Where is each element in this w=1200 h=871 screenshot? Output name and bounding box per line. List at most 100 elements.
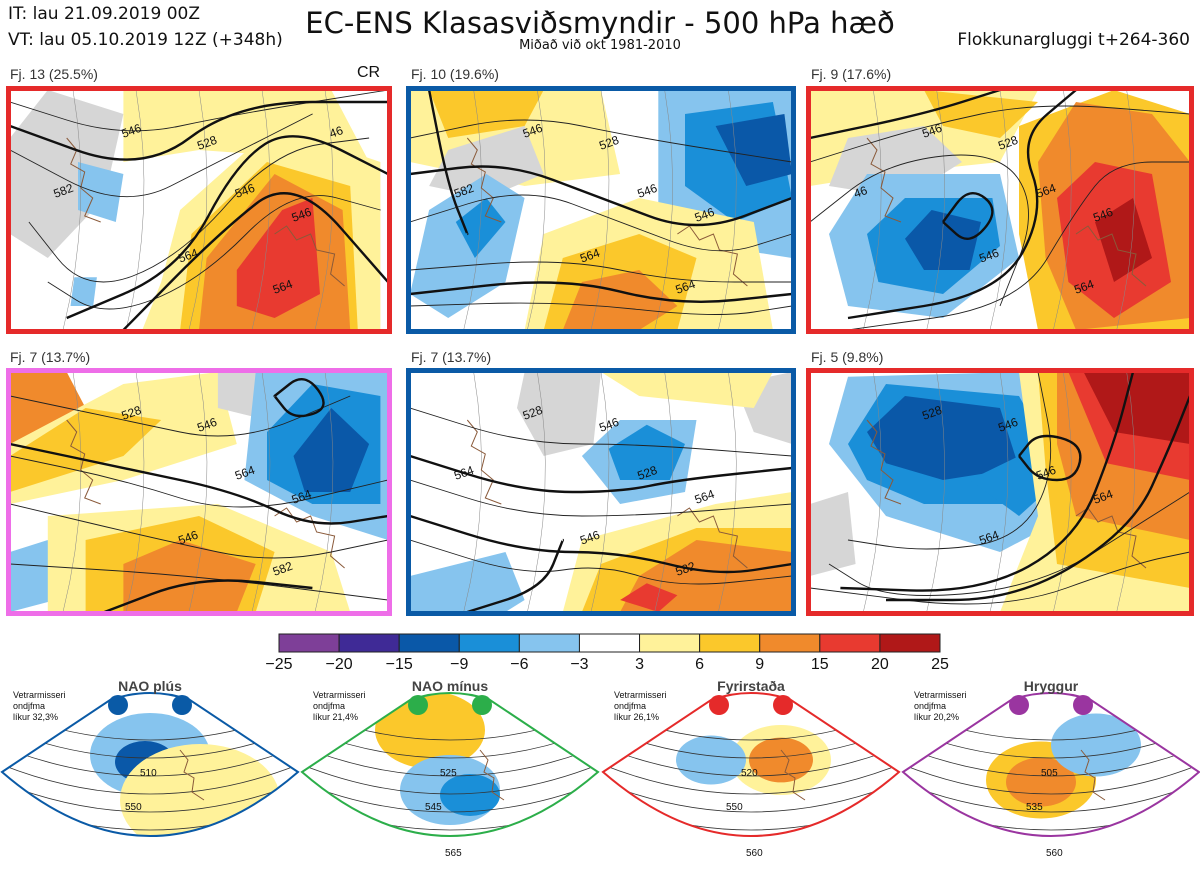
colorbar-tick-label: 3 — [635, 656, 644, 673]
contour-label: 564 — [1091, 487, 1115, 507]
height-contour-bold — [273, 378, 325, 418]
regime-probability-text: Vetrarmisseri — [313, 690, 366, 700]
graticule-line — [188, 90, 208, 330]
graticule-line — [863, 90, 882, 330]
regime-anomaly — [1051, 713, 1141, 777]
colorbar-tick-label: 15 — [811, 656, 829, 673]
regime-map-4: 505 535 560 Hryggur Vetrarmisseriondjfmalíku… — [901, 678, 1200, 859]
height-contour — [410, 539, 792, 585]
anomaly-area — [10, 540, 56, 612]
regime-contour — [2, 763, 298, 795]
height-contour-bold — [410, 165, 792, 227]
regime-probability-text: Vetrarmisseri — [13, 690, 66, 700]
anomaly-area — [867, 396, 1019, 480]
regime-contour-label: 535 — [1026, 802, 1043, 813]
height-contour — [828, 491, 1190, 596]
panel-border-1 — [6, 86, 392, 334]
contour-label: 564 — [1072, 277, 1096, 297]
regime-contour-label: 565 — [445, 848, 462, 859]
coastline — [66, 419, 101, 505]
regime-contour — [603, 781, 899, 813]
colorbar-segment — [578, 633, 641, 653]
graticule-line — [654, 372, 673, 612]
anomaly-area — [410, 552, 525, 612]
colorbar-tick-label: 6 — [695, 656, 704, 673]
contour-label: 564 — [290, 487, 314, 507]
anomaly-area — [620, 583, 678, 612]
height-contour-bold — [942, 192, 994, 240]
regime-marker-dot — [108, 695, 128, 715]
regime-contour — [302, 781, 598, 813]
anomaly-area — [905, 210, 981, 270]
regime-marker-dot — [1073, 695, 1093, 715]
colorbar-segment — [278, 633, 340, 653]
panel-5-label: Fj. 7 (13.7%) — [411, 349, 492, 365]
contour-label: 528 — [635, 463, 659, 483]
height-contour-bold — [1018, 434, 1082, 482]
panel-border-6 — [806, 368, 1194, 616]
chart-subtitle: Miðað við okt 1981-2010 — [519, 38, 681, 53]
graticule-line — [1053, 372, 1072, 612]
contour-label: 546 — [521, 121, 545, 141]
initial-time: IT: lau 21.09.2019 00Z — [8, 4, 200, 24]
regime-anomaly — [749, 737, 813, 783]
regime-coastline — [1080, 749, 1106, 801]
regime-contour — [2, 781, 298, 813]
coastline — [274, 225, 345, 287]
contour-label: 564 — [271, 277, 295, 297]
graticule-line — [1116, 372, 1135, 612]
height-contour-bold — [847, 90, 1077, 320]
regime-contour-label: 505 — [1041, 768, 1058, 779]
graticule-line — [527, 90, 546, 330]
regime-probability-text: Vetrarmisseri — [914, 690, 967, 700]
panel-3-label: Fj. 9 (17.6%) — [811, 66, 892, 82]
regime-probability-text: líkur 32,3% — [13, 712, 58, 722]
graticule-line — [314, 90, 334, 330]
regime-map-3: 520 550 560 Fyrirstaða Vetrarmisseriondjfmal… — [601, 678, 901, 859]
coastline — [866, 419, 902, 505]
regime-coastline — [780, 749, 806, 801]
regime-contour — [903, 763, 1199, 795]
contour-label: 546 — [920, 121, 944, 141]
graticule-line — [926, 90, 945, 330]
coastline — [677, 507, 748, 569]
anomaly-area — [1095, 198, 1152, 282]
regime-contour — [302, 763, 598, 795]
height-contour — [47, 195, 381, 310]
regime-marker-dot — [408, 695, 428, 715]
colorbar-segment — [398, 633, 460, 653]
valid-time: VT: lau 05.10.2019 12Z (+348h) — [8, 30, 283, 50]
contour-label: 582 — [452, 181, 476, 201]
regime-map-border — [300, 692, 600, 837]
regime-anomaly — [375, 693, 485, 769]
coastline — [1075, 225, 1147, 287]
contour-label: 564 — [693, 487, 717, 507]
graticule-line — [926, 372, 945, 612]
contour-label: 564 — [578, 246, 602, 266]
contour-label: 528 — [120, 403, 144, 423]
regime-marker-dot — [472, 695, 492, 715]
graticule-line — [989, 372, 1009, 612]
height-contour — [10, 395, 351, 437]
contour-label: 528 — [920, 403, 944, 423]
graticule-line — [62, 90, 82, 330]
regime-anomaly — [440, 774, 500, 816]
regime-name: Fyrirstaða — [717, 678, 785, 694]
map-panel-3: 546 528 564 546 546 564 46 — [810, 90, 1190, 330]
graticule-line — [1053, 90, 1072, 330]
regime-probability-text: líkur 21,4% — [313, 712, 358, 722]
anomaly-area — [236, 198, 320, 318]
contour-label: 46 — [328, 123, 346, 141]
regime-probability-text: líkur 20,2% — [914, 712, 959, 722]
regime-probability-text: Vetrarmisseri — [614, 690, 667, 700]
regime-marker-dot — [709, 695, 729, 715]
coastline — [466, 137, 502, 223]
regime-contour-label: 550 — [125, 802, 142, 813]
anomaly-area — [10, 90, 124, 258]
height-contour — [810, 551, 1190, 605]
regime-marker-dot — [172, 695, 192, 715]
height-contour-bold — [410, 514, 792, 574]
contour-label: 546 — [176, 528, 200, 548]
regime-contour-label: 545 — [425, 802, 442, 813]
regime-contour-label: 560 — [1046, 848, 1063, 859]
